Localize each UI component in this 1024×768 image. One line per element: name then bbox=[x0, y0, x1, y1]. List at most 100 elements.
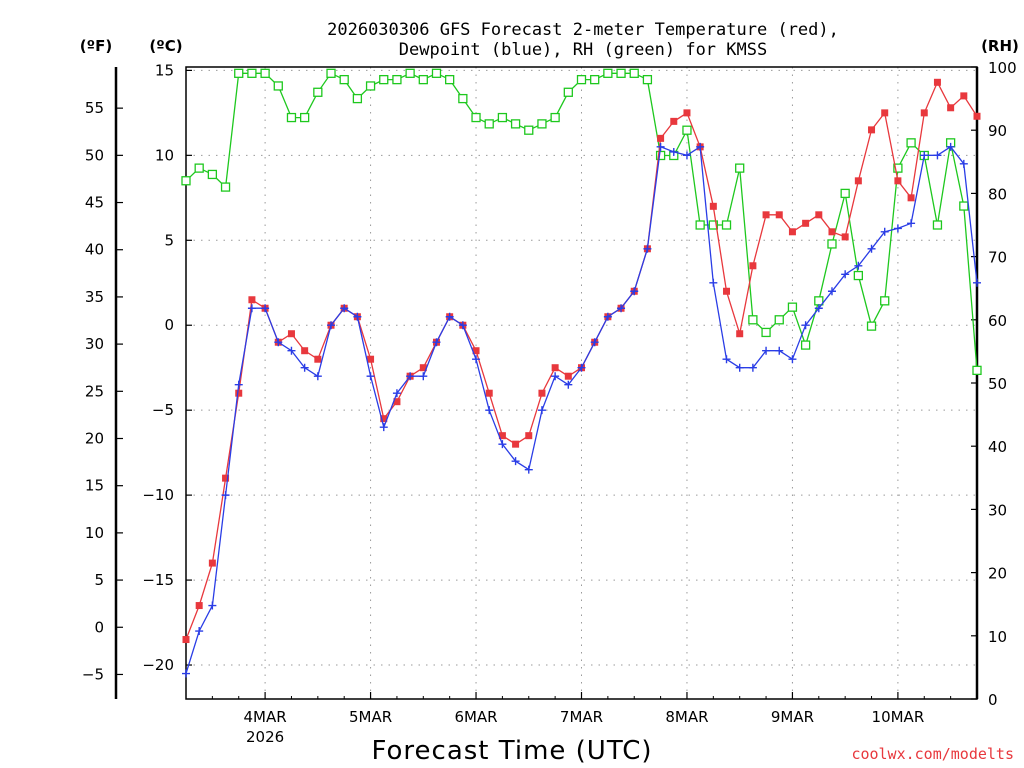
temperature-point bbox=[854, 177, 862, 185]
rh-tick-label: 20 bbox=[988, 565, 1007, 583]
dewpoint-point bbox=[366, 372, 375, 381]
rh-tick-label: 30 bbox=[988, 501, 1007, 519]
temperature-point bbox=[960, 92, 968, 100]
celsius-tick-label: −20 bbox=[142, 656, 174, 674]
rh-tick-label: 100 bbox=[988, 59, 1017, 77]
x-tick-label: 6MAR bbox=[454, 708, 497, 726]
x-tick-label: 9MAR bbox=[771, 708, 814, 726]
temperature-point bbox=[208, 559, 216, 567]
chart-title-line-1: 2026030306 GFS Forecast 2-meter Temperat… bbox=[327, 20, 839, 40]
rh-point bbox=[194, 163, 204, 173]
rh-point bbox=[260, 68, 270, 78]
rh-point bbox=[510, 119, 521, 129]
temperature-point bbox=[828, 228, 836, 236]
celsius-tick-label: 5 bbox=[164, 231, 174, 249]
dewpoint-point bbox=[841, 270, 850, 279]
chart-title-line-2: Dewpoint (blue), RH (green) for KMSS bbox=[399, 40, 767, 60]
temperature-point bbox=[564, 372, 572, 380]
rh-point bbox=[497, 112, 508, 123]
dewpoint-point bbox=[313, 372, 322, 381]
temperature-point bbox=[907, 194, 915, 202]
dewpoint-point bbox=[630, 287, 639, 296]
credit-link[interactable]: coolwx.com/modelts bbox=[851, 745, 1014, 763]
temperature-point bbox=[933, 78, 941, 86]
dewpoint-point bbox=[353, 312, 362, 321]
rh-point bbox=[352, 93, 363, 104]
celsius-tick-label: 15 bbox=[155, 61, 174, 79]
celsius-tick-label: −5 bbox=[152, 401, 174, 419]
dewpoint-point bbox=[682, 151, 691, 160]
rh-point bbox=[207, 169, 218, 180]
dewpoint-point bbox=[274, 338, 283, 347]
temperature-point bbox=[472, 347, 480, 355]
rh-point bbox=[629, 68, 639, 78]
temperature-point bbox=[683, 109, 691, 117]
rh-point bbox=[880, 296, 890, 306]
temperature-point bbox=[301, 347, 309, 355]
x-tick-year-label: 2026 bbox=[246, 728, 284, 746]
rh-tick-label: 50 bbox=[988, 375, 1007, 393]
dewpoint-point bbox=[748, 363, 757, 372]
temperature-point bbox=[248, 296, 256, 304]
temperature-point bbox=[920, 109, 928, 117]
temperature-point bbox=[314, 355, 322, 363]
rh-point bbox=[286, 112, 297, 123]
dewpoint-point bbox=[537, 406, 546, 415]
temperature-point bbox=[182, 636, 190, 644]
temperature-point bbox=[380, 415, 388, 423]
gridlines bbox=[186, 67, 977, 699]
rh-point bbox=[590, 74, 600, 85]
rh-point bbox=[603, 68, 613, 78]
dewpoint-point bbox=[498, 440, 507, 449]
dewpoint-point bbox=[762, 346, 771, 355]
dewpoint-point bbox=[722, 355, 731, 364]
rh-point bbox=[972, 365, 982, 376]
x-tick-label: 7MAR bbox=[560, 708, 603, 726]
dewpoint-point bbox=[643, 244, 652, 253]
temperature-point bbox=[762, 211, 770, 219]
rh-point bbox=[906, 138, 916, 148]
dewpoint-point bbox=[485, 406, 494, 415]
rh-point bbox=[392, 74, 402, 85]
dewpoint-point bbox=[511, 457, 520, 466]
rh-tick-label: 60 bbox=[988, 312, 1007, 330]
x-tick-label: 5MAR bbox=[349, 708, 392, 726]
dewpoint-point bbox=[524, 465, 533, 474]
temperature-point bbox=[367, 355, 375, 363]
temperature-point bbox=[235, 389, 243, 397]
rh-tick-label: 40 bbox=[988, 438, 1007, 456]
dewpoint-point bbox=[854, 261, 863, 270]
fahrenheit-tick-label: 55 bbox=[85, 99, 104, 117]
fahrenheit-tick-label: 25 bbox=[85, 382, 104, 400]
fahrenheit-tick-label: 15 bbox=[85, 477, 104, 495]
dewpoint-point bbox=[419, 372, 428, 381]
temperature-point bbox=[538, 389, 546, 397]
rh-point bbox=[787, 302, 798, 312]
temperature-point bbox=[775, 211, 783, 219]
fahrenheit-tick-label: 5 bbox=[94, 571, 104, 589]
rh-point bbox=[418, 74, 428, 85]
dewpoint-point bbox=[340, 304, 349, 313]
temperature-point bbox=[222, 474, 230, 482]
rh-point bbox=[853, 270, 863, 281]
temperature-point bbox=[393, 398, 401, 406]
rh-point bbox=[524, 125, 534, 135]
dewpoint-point bbox=[234, 380, 243, 389]
dewpoint-point bbox=[827, 287, 836, 296]
dewpoint-point bbox=[221, 491, 230, 500]
rh-point bbox=[800, 340, 811, 350]
rh-tick-label: 90 bbox=[988, 122, 1007, 140]
temperature-point bbox=[512, 440, 520, 448]
rh-point bbox=[682, 125, 692, 135]
temperature-point bbox=[525, 432, 533, 440]
rh-point bbox=[445, 74, 455, 85]
temperature-point bbox=[287, 330, 295, 338]
fahrenheit-tick-label: 40 bbox=[85, 241, 104, 259]
fahrenheit-tick-label: 45 bbox=[85, 194, 104, 212]
dewpoint-point bbox=[973, 278, 981, 287]
dewpoint-point bbox=[933, 151, 942, 160]
dewpoint-point bbox=[669, 147, 678, 156]
rh-point bbox=[220, 182, 231, 192]
rh-point bbox=[642, 74, 653, 85]
